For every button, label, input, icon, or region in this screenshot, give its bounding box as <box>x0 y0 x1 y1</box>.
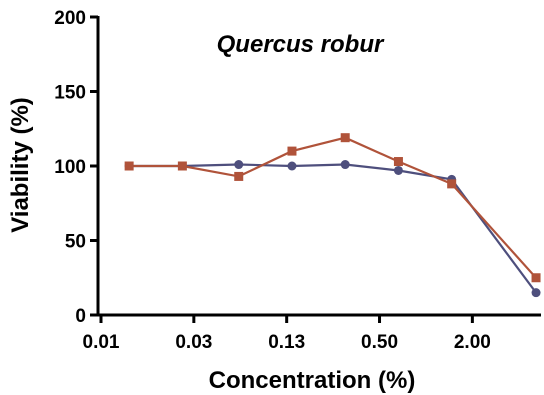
x-tick-label: 0.03 <box>175 332 212 353</box>
x-axis-title: Concentration (%) <box>209 367 416 394</box>
series-1-point <box>531 288 541 298</box>
series-1-point <box>393 165 403 175</box>
series-2-point <box>531 273 541 283</box>
series-2-point <box>124 161 134 171</box>
series-2-point <box>287 146 297 156</box>
y-tick-label: 100 <box>54 157 86 178</box>
y-tick-label: 0 <box>75 306 86 327</box>
x-tick-label: 2.00 <box>454 332 491 353</box>
series-2-point <box>340 133 350 143</box>
series-layer <box>124 133 541 298</box>
x-tick-label: 0.50 <box>361 332 398 353</box>
series-2-point <box>447 179 457 189</box>
series-2-point <box>177 161 187 171</box>
series-2-point <box>393 157 403 167</box>
chart-title: Quercus robur <box>217 31 385 58</box>
y-axis-title: Viability (%) <box>7 97 34 233</box>
axes: 0 50 100 150 200 0.01 0.03 0.13 0.50 2.00 <box>54 8 541 353</box>
series-line-1 <box>129 163 537 294</box>
x-tick-label: 0.13 <box>268 332 305 353</box>
series-1-point <box>287 161 297 171</box>
series-1-point <box>340 160 350 170</box>
series-1-point <box>234 160 244 170</box>
y-tick-label: 200 <box>54 8 86 29</box>
x-tick-label: 0.01 <box>83 332 120 353</box>
series-2-point <box>234 171 244 181</box>
y-tick-label: 50 <box>65 232 86 253</box>
series-line-2 <box>129 136 537 279</box>
y-tick-label: 150 <box>54 83 86 104</box>
